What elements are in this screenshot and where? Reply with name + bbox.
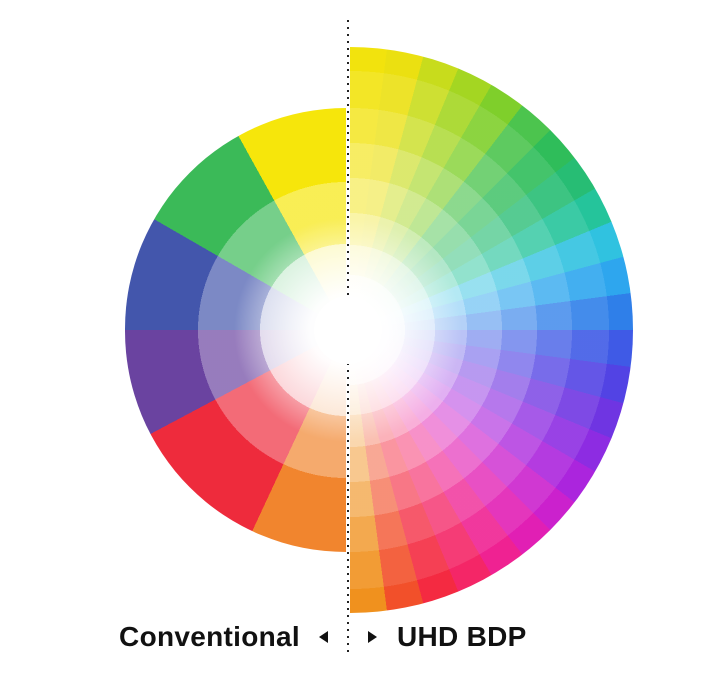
arrow-right-icon <box>368 631 377 643</box>
uhd-bdp-color-wheel <box>350 47 633 613</box>
arrow-left-icon <box>319 631 328 643</box>
conventional-label: Conventional <box>119 621 300 652</box>
uhd-bdp-label: UHD BDP <box>397 621 527 652</box>
wheel-center-hub <box>314 296 382 364</box>
conventional-color-wheel <box>125 108 346 552</box>
